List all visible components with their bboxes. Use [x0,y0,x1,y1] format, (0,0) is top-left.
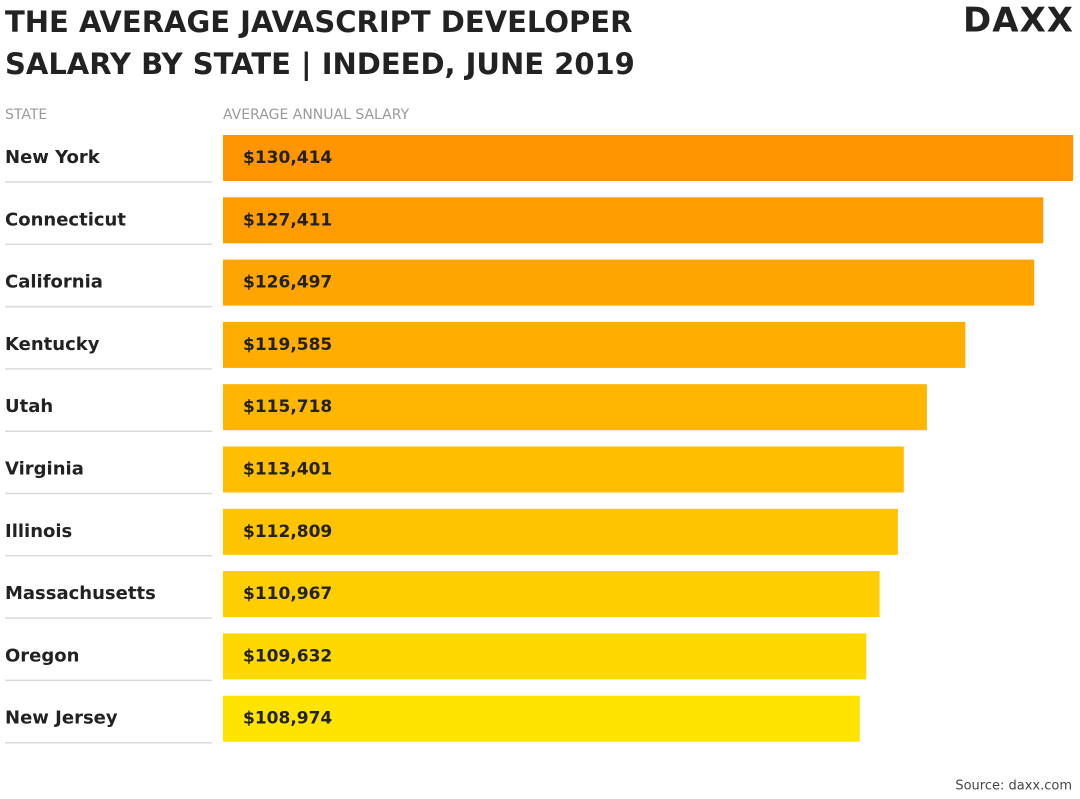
bar [223,259,1035,306]
chart-title: THE AVERAGE JAVASCRIPT DEVELOPER [5,5,632,39]
chart-title: SALARY BY STATE | INDEED, JUNE 2019 [5,47,635,81]
logo: DAXX [963,1,1074,41]
category-label: Illinois [5,521,72,542]
bar [223,446,904,493]
value-label: $130,414 [243,148,332,168]
category-label: Virginia [5,459,84,480]
bar [223,508,898,555]
bar [223,135,1074,181]
category-label: Massachusetts [5,583,156,604]
bar [223,695,860,742]
value-label: $127,411 [243,210,332,230]
category-header: STATE [5,107,47,123]
value-label: $113,401 [243,460,332,480]
category-label: California [5,272,103,293]
value-label: $109,632 [243,646,332,666]
bar [223,571,880,618]
category-label: Connecticut [5,209,126,230]
value-label: $126,497 [243,273,332,293]
value-header: AVERAGE ANNUAL SALARY [223,107,410,123]
value-label: $119,585 [243,335,332,355]
value-label: $110,967 [243,584,332,604]
category-label: Utah [5,396,53,417]
source: Source: daxx.com [955,779,1072,794]
category-label: New York [5,147,101,168]
bar [223,633,867,680]
value-label: $115,718 [243,397,332,417]
bar [223,384,927,431]
bar [223,321,966,368]
category-label: Kentucky [5,334,100,355]
bar [223,197,1044,244]
value-label: $112,809 [243,522,332,542]
category-label: New Jersey [5,708,118,729]
value-label: $108,974 [243,709,332,729]
category-label: Oregon [5,645,79,666]
